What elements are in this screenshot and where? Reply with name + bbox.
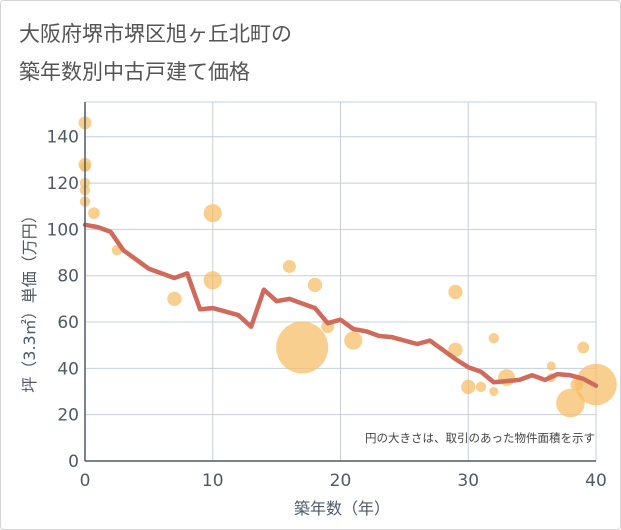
x-tick-label: 40 <box>585 471 607 491</box>
y-axis-title: 坪（3.3㎡）単価（万円） <box>20 207 39 392</box>
data-bubble <box>556 388 585 418</box>
chart-title-line-2: 築年数別中古戸建て価格 <box>19 60 250 84</box>
data-bubble <box>344 331 363 350</box>
average-line-layer <box>82 222 599 388</box>
average-price-line <box>82 222 599 388</box>
data-bubble <box>461 379 476 395</box>
y-tick-label: 60 <box>57 313 79 333</box>
data-bubble <box>167 291 182 307</box>
data-bubble <box>475 381 487 393</box>
data-bubble <box>88 207 100 220</box>
size-annotation: 円の大きさは、取引のあった物件面積を示す <box>365 431 595 445</box>
data-bubble <box>577 341 590 354</box>
y-tick-label: 80 <box>57 267 79 287</box>
data-bubble <box>282 259 296 273</box>
data-bubble <box>488 333 499 344</box>
data-bubble <box>203 271 222 290</box>
data-bubble <box>489 386 499 397</box>
x-tick-label: 20 <box>330 471 352 491</box>
data-bubble <box>546 361 556 371</box>
data-bubble <box>276 321 329 374</box>
y-tick-label: 100 <box>47 220 79 240</box>
x-tick-label: 10 <box>202 471 224 491</box>
bubbles <box>78 116 617 418</box>
x-tick-label: 0 <box>80 471 91 491</box>
y-tick-label: 20 <box>57 406 79 426</box>
gridlines <box>84 101 597 462</box>
y-tick-label: 120 <box>47 174 79 194</box>
data-bubble <box>448 284 463 300</box>
chart-title-line-1: 大阪府堺市堺区旭ヶ丘北町の <box>19 22 292 46</box>
data-bubble <box>448 342 463 357</box>
data-bubble <box>307 277 323 293</box>
data-bubble <box>203 204 222 223</box>
y-tick-label: 140 <box>47 128 79 148</box>
x-axis-title: 築年数（年） <box>294 499 390 518</box>
y-tick-label: 0 <box>68 452 79 472</box>
x-tick-label: 30 <box>457 471 479 491</box>
y-tick-label: 40 <box>57 359 79 379</box>
axes: 0 20 40 60 80 100 120 140 0 10 20 30 40 <box>47 102 607 491</box>
